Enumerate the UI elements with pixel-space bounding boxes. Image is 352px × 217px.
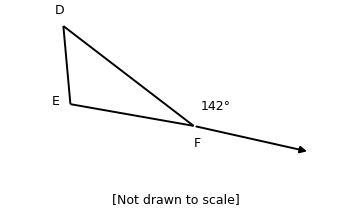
- Text: E: E: [52, 95, 60, 108]
- Text: 142°: 142°: [201, 100, 231, 113]
- Text: [Not drawn to scale]: [Not drawn to scale]: [112, 193, 240, 206]
- Text: F: F: [194, 137, 201, 150]
- Text: D: D: [55, 4, 65, 17]
